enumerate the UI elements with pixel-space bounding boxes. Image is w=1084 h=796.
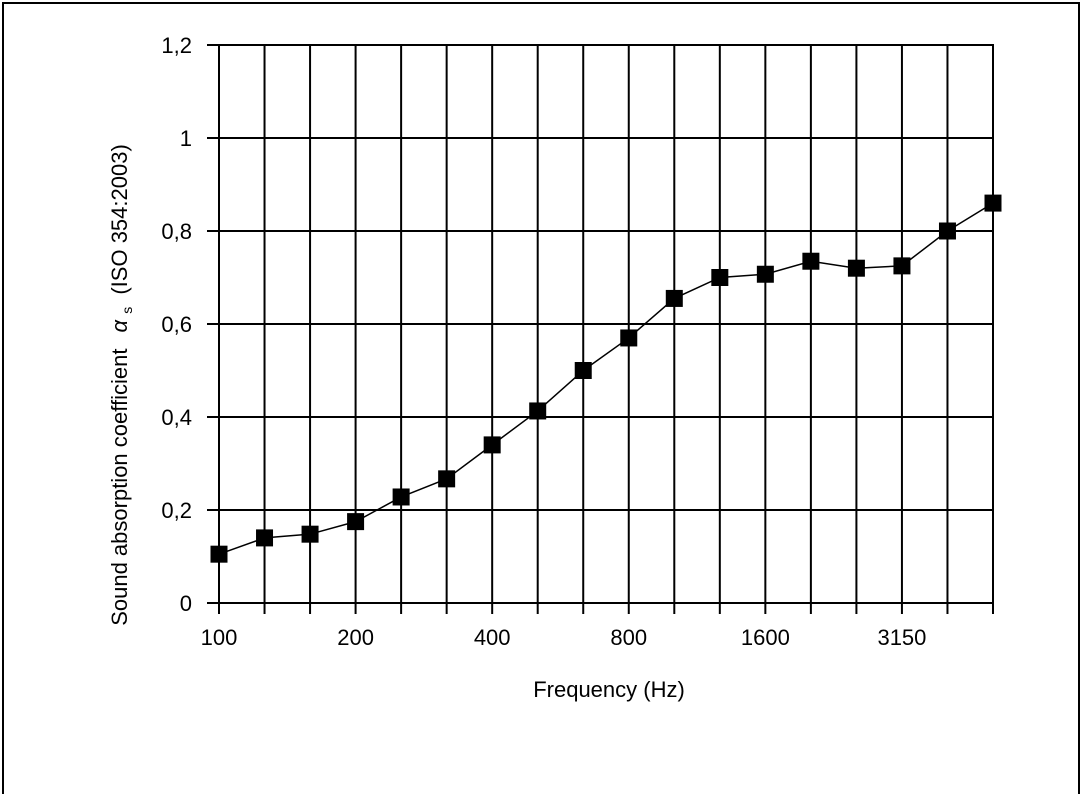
data-point-marker xyxy=(802,252,820,270)
y-tick-labels: 0 0,2 0,4 0,6 0,8 1 1,2 xyxy=(161,33,192,616)
data-point-marker xyxy=(938,222,956,240)
y-tick-label: 0,4 xyxy=(161,405,192,430)
data-point-marker xyxy=(438,470,456,488)
data-point-marker xyxy=(893,257,911,275)
x-tick-label: 3150 xyxy=(877,625,926,650)
data-point-marker xyxy=(847,259,865,277)
data-point-marker xyxy=(665,289,683,307)
data-point-marker xyxy=(620,329,638,347)
data-point-marker xyxy=(301,525,319,543)
x-axis-title: Frequency (Hz) xyxy=(533,677,685,702)
x-tick-label: 400 xyxy=(474,625,511,650)
grid xyxy=(218,44,994,604)
y-tick-label: 0,8 xyxy=(161,219,192,244)
data-point-marker xyxy=(711,269,729,286)
x-tick-label: 100 xyxy=(201,625,238,650)
plot-border xyxy=(218,44,994,604)
x-tick-labels: 100 200 400 800 1600 3150 xyxy=(201,625,927,650)
data-point-marker xyxy=(392,488,410,506)
axes xyxy=(207,44,994,614)
data-point-marker xyxy=(483,436,501,454)
y-axis-title-main: Sound absorption coefficient xyxy=(107,349,132,626)
y-tick-label: 1,2 xyxy=(161,33,192,58)
data-point-marker xyxy=(210,545,228,563)
y-axis-title-subscript: s xyxy=(119,307,135,314)
data-point-marker xyxy=(256,529,274,547)
data-series xyxy=(210,194,1002,563)
data-point-marker xyxy=(984,194,1002,212)
y-axis-title-symbol: α xyxy=(107,318,132,332)
y-axis-title: Sound absorption coefficient α s (ISO 35… xyxy=(107,144,137,626)
y-axis-title-standard: (ISO 354:2003) xyxy=(107,144,132,294)
y-tick-label: 0,2 xyxy=(161,498,192,523)
y-tick-label: 0 xyxy=(180,591,192,616)
data-point-marker xyxy=(347,513,365,531)
x-tick-label: 200 xyxy=(337,625,374,650)
x-tick-label: 800 xyxy=(610,625,647,650)
x-tick-label: 1600 xyxy=(741,625,790,650)
data-point-marker xyxy=(529,402,547,420)
data-point-marker xyxy=(574,362,592,379)
y-tick-label: 1 xyxy=(180,126,192,151)
series-line xyxy=(218,202,994,555)
y-tick-label: 0,6 xyxy=(161,312,192,337)
data-point-marker xyxy=(756,265,774,283)
